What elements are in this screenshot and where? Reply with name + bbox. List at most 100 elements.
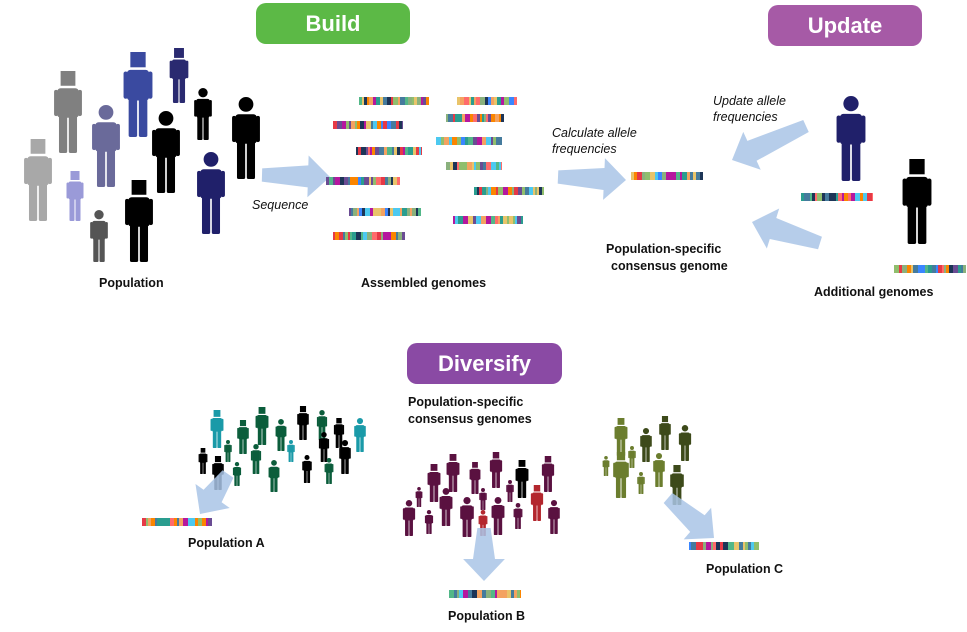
person-icon xyxy=(197,152,225,234)
person-icon xyxy=(333,418,345,448)
person-icon xyxy=(318,432,330,462)
person-icon xyxy=(302,455,312,483)
genome-bar-icon xyxy=(801,193,873,201)
arrow-icon xyxy=(752,208,822,250)
genome-bar-icon xyxy=(446,162,502,170)
diversify-stage-badge: Diversify xyxy=(407,343,562,384)
person-icon xyxy=(250,444,262,474)
person-icon xyxy=(489,452,503,488)
sequence-label: Sequence xyxy=(252,198,309,212)
person-icon xyxy=(24,139,52,221)
person-icon xyxy=(297,406,309,440)
arrow-icon xyxy=(195,470,234,514)
update-stage-badge: Update xyxy=(768,5,922,46)
person-icon xyxy=(506,480,514,502)
population-a-label: Population A xyxy=(188,536,265,550)
person-icon xyxy=(194,88,212,140)
person-icon xyxy=(125,180,153,262)
genome-bar-icon xyxy=(142,518,212,526)
genome-bar-icon xyxy=(689,542,759,550)
genome-bar-icon xyxy=(356,147,422,155)
person-icon xyxy=(255,407,269,445)
genome-bar-icon xyxy=(333,232,405,240)
genome-bar-icon xyxy=(894,265,966,273)
person-icon xyxy=(287,440,295,462)
person-icon xyxy=(678,425,692,461)
person-icon xyxy=(469,462,481,494)
build-stage-badge: Build xyxy=(256,3,410,44)
genome-bar-icon xyxy=(436,137,502,145)
consensus-genomes-label-1: Population-specific xyxy=(408,395,524,409)
person-icon xyxy=(210,410,224,448)
genome-bar-icon xyxy=(453,216,523,224)
person-icon xyxy=(659,416,671,450)
arrow-icon xyxy=(732,120,809,170)
population-b-label: Population B xyxy=(448,609,526,623)
person-icon xyxy=(198,448,208,474)
update-allele-label-2: frequencies xyxy=(713,110,778,124)
person-icon xyxy=(66,171,84,221)
calculate-allele-label-2: frequencies xyxy=(552,142,617,156)
person-icon xyxy=(324,458,334,484)
person-icon xyxy=(628,446,636,468)
person-icon xyxy=(54,71,82,153)
person-icon xyxy=(354,418,366,452)
person-icon xyxy=(637,472,645,494)
person-icon xyxy=(614,418,628,456)
consensus-genome-label-1: Population-specific xyxy=(606,242,722,256)
person-icon xyxy=(402,500,416,536)
genome-bar-icon xyxy=(474,187,544,195)
arrow-icon xyxy=(463,528,505,581)
person-icon xyxy=(268,460,280,492)
person-icon xyxy=(424,509,434,534)
person-icon xyxy=(339,440,351,474)
calculate-allele-label-1: Calculate allele xyxy=(552,126,637,140)
person-icon xyxy=(515,460,529,498)
consensus-genomes-label-2: consensus genomes xyxy=(408,412,532,426)
person-icon xyxy=(152,111,180,193)
person-icon xyxy=(123,52,153,137)
population-label: Population xyxy=(99,276,164,290)
genome-bar-icon xyxy=(326,177,400,185)
genome-bar-icon xyxy=(631,172,703,180)
person-icon xyxy=(446,454,460,492)
arrow-icon xyxy=(557,158,626,200)
person-icon xyxy=(640,428,652,462)
person-icon xyxy=(90,210,108,262)
person-icon xyxy=(237,420,249,454)
person-icon xyxy=(232,462,242,486)
person-icon xyxy=(479,488,487,510)
person-icon xyxy=(653,453,665,487)
arrow-icon xyxy=(261,155,330,198)
person-icon xyxy=(530,485,544,521)
consensus-genome-label-2: consensus genome xyxy=(611,259,728,273)
person-icon xyxy=(602,456,610,476)
person-icon xyxy=(460,497,474,537)
person-icon xyxy=(541,456,555,492)
update-allele-label-1: Update allele xyxy=(713,94,786,108)
genome-bar-icon xyxy=(457,97,517,105)
person-icon xyxy=(427,464,441,502)
genome-bar-icon xyxy=(349,208,421,216)
person-icon xyxy=(613,452,629,498)
person-icon xyxy=(439,488,453,526)
population-c-label: Population C xyxy=(706,562,784,576)
person-icon xyxy=(415,487,423,507)
person-icon xyxy=(902,159,932,244)
arrow-icon xyxy=(663,493,714,540)
person-icon xyxy=(224,440,232,462)
person-icon xyxy=(275,419,287,451)
person-icon xyxy=(491,497,505,535)
person-icon xyxy=(92,105,120,187)
additional-genomes-label: Additional genomes xyxy=(814,285,934,299)
genome-bar-icon xyxy=(449,590,521,598)
genome-bar-icon xyxy=(333,121,403,129)
person-icon xyxy=(548,500,560,534)
genome-bar-icon xyxy=(359,97,429,105)
person-icon xyxy=(232,97,260,179)
assembled-genomes-label: Assembled genomes xyxy=(361,276,487,290)
genome-bar-icon xyxy=(446,114,504,122)
person-icon xyxy=(836,96,866,181)
